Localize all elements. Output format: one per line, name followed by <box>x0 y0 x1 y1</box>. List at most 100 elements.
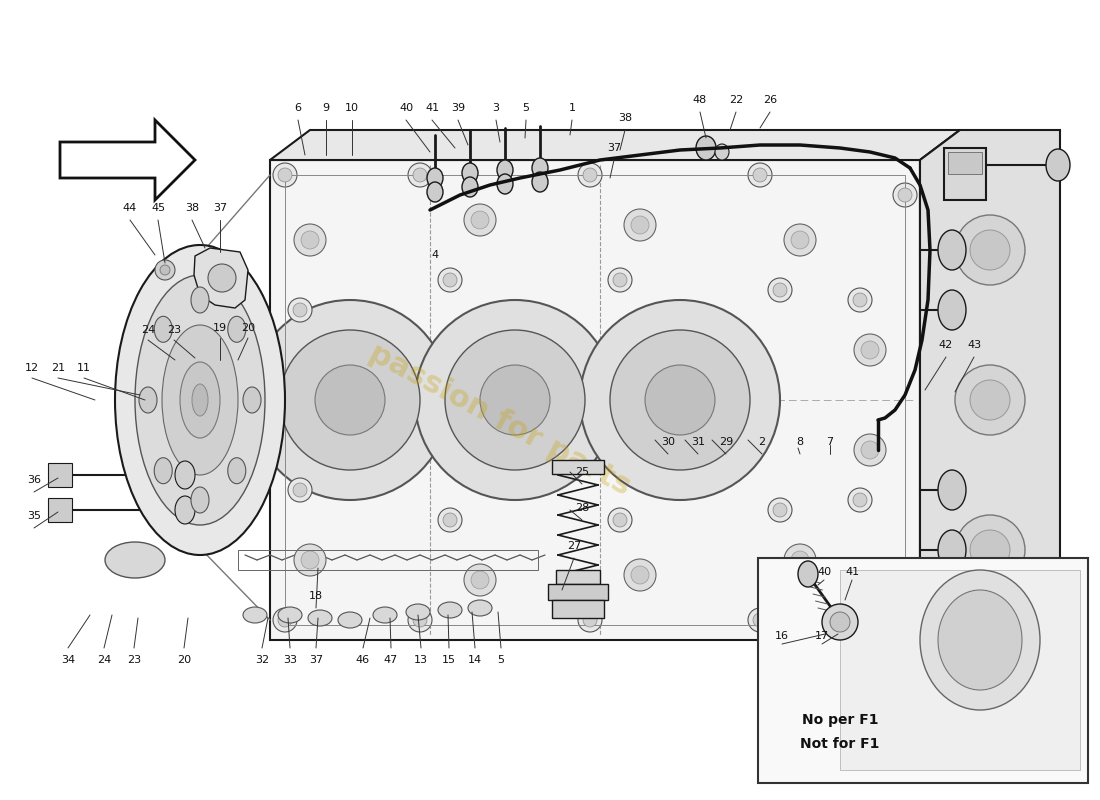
Text: 7: 7 <box>826 437 834 447</box>
Text: 35: 35 <box>28 511 41 521</box>
Ellipse shape <box>624 209 656 241</box>
Ellipse shape <box>250 300 450 500</box>
Ellipse shape <box>608 508 632 532</box>
Ellipse shape <box>116 245 285 555</box>
Ellipse shape <box>243 607 267 623</box>
Ellipse shape <box>854 334 886 366</box>
Bar <box>556 570 600 584</box>
Ellipse shape <box>308 610 332 626</box>
Text: 37: 37 <box>309 655 323 665</box>
Ellipse shape <box>273 163 297 187</box>
Text: passion for parts: passion for parts <box>364 338 636 502</box>
Text: 2: 2 <box>758 437 766 447</box>
Ellipse shape <box>610 330 750 470</box>
Bar <box>944 148 986 200</box>
Ellipse shape <box>861 341 879 359</box>
Ellipse shape <box>338 612 362 628</box>
Ellipse shape <box>754 168 767 182</box>
Text: 31: 31 <box>691 437 705 447</box>
Text: 3: 3 <box>493 103 499 113</box>
Ellipse shape <box>645 365 715 435</box>
Text: 26: 26 <box>763 95 777 105</box>
Ellipse shape <box>480 365 550 435</box>
Polygon shape <box>194 248 248 308</box>
Polygon shape <box>920 130 960 640</box>
Ellipse shape <box>162 325 238 475</box>
Ellipse shape <box>192 384 208 416</box>
Polygon shape <box>270 130 960 160</box>
Text: 41: 41 <box>425 103 439 113</box>
Ellipse shape <box>438 602 462 618</box>
Ellipse shape <box>468 600 492 616</box>
Ellipse shape <box>446 330 585 470</box>
Bar <box>552 600 604 618</box>
Text: 48: 48 <box>693 95 707 105</box>
Polygon shape <box>920 130 1060 650</box>
Text: 13: 13 <box>414 655 428 665</box>
Ellipse shape <box>754 613 767 627</box>
Ellipse shape <box>898 593 912 607</box>
Polygon shape <box>270 160 920 640</box>
Ellipse shape <box>278 607 303 623</box>
Ellipse shape <box>631 216 649 234</box>
Ellipse shape <box>791 551 808 569</box>
Ellipse shape <box>768 498 792 522</box>
Ellipse shape <box>578 608 602 632</box>
Ellipse shape <box>301 551 319 569</box>
Ellipse shape <box>412 168 427 182</box>
Ellipse shape <box>412 613 427 627</box>
Ellipse shape <box>715 144 729 160</box>
Ellipse shape <box>532 158 548 178</box>
Text: 29: 29 <box>719 437 733 447</box>
Ellipse shape <box>798 561 818 587</box>
Text: 22: 22 <box>729 95 744 105</box>
Text: 23: 23 <box>167 325 182 335</box>
Ellipse shape <box>427 182 443 202</box>
Ellipse shape <box>154 458 173 484</box>
Text: 37: 37 <box>607 143 621 153</box>
Ellipse shape <box>608 268 632 292</box>
Ellipse shape <box>773 503 786 517</box>
Text: 38: 38 <box>185 203 199 213</box>
Ellipse shape <box>497 160 513 180</box>
Ellipse shape <box>160 265 170 275</box>
Text: 21: 21 <box>51 363 65 373</box>
Ellipse shape <box>373 607 397 623</box>
Ellipse shape <box>848 288 872 312</box>
Ellipse shape <box>830 612 850 632</box>
Ellipse shape <box>938 290 966 330</box>
Ellipse shape <box>464 564 496 596</box>
Ellipse shape <box>415 300 615 500</box>
Text: 41: 41 <box>845 567 859 577</box>
Text: 15: 15 <box>442 655 456 665</box>
Ellipse shape <box>294 224 326 256</box>
Text: 37: 37 <box>213 203 227 213</box>
Ellipse shape <box>970 230 1010 270</box>
Text: 47: 47 <box>384 655 398 665</box>
Ellipse shape <box>228 316 245 342</box>
Ellipse shape <box>315 365 385 435</box>
Ellipse shape <box>154 316 173 342</box>
Text: 10: 10 <box>345 103 359 113</box>
Ellipse shape <box>583 168 597 182</box>
Ellipse shape <box>443 273 456 287</box>
Ellipse shape <box>938 590 1022 690</box>
Ellipse shape <box>462 177 478 197</box>
Ellipse shape <box>970 530 1010 570</box>
Text: 40: 40 <box>399 103 414 113</box>
Ellipse shape <box>613 273 627 287</box>
Text: 17: 17 <box>815 631 829 641</box>
Ellipse shape <box>462 163 478 183</box>
Text: 24: 24 <box>141 325 155 335</box>
Ellipse shape <box>791 231 808 249</box>
Ellipse shape <box>175 496 195 524</box>
Bar <box>552 460 604 474</box>
Text: 30: 30 <box>661 437 675 447</box>
Ellipse shape <box>278 613 292 627</box>
Text: 45: 45 <box>151 203 165 213</box>
Ellipse shape <box>898 188 912 202</box>
Ellipse shape <box>408 163 432 187</box>
Text: 28: 28 <box>575 503 590 513</box>
Text: 46: 46 <box>356 655 370 665</box>
Text: 20: 20 <box>241 323 255 333</box>
